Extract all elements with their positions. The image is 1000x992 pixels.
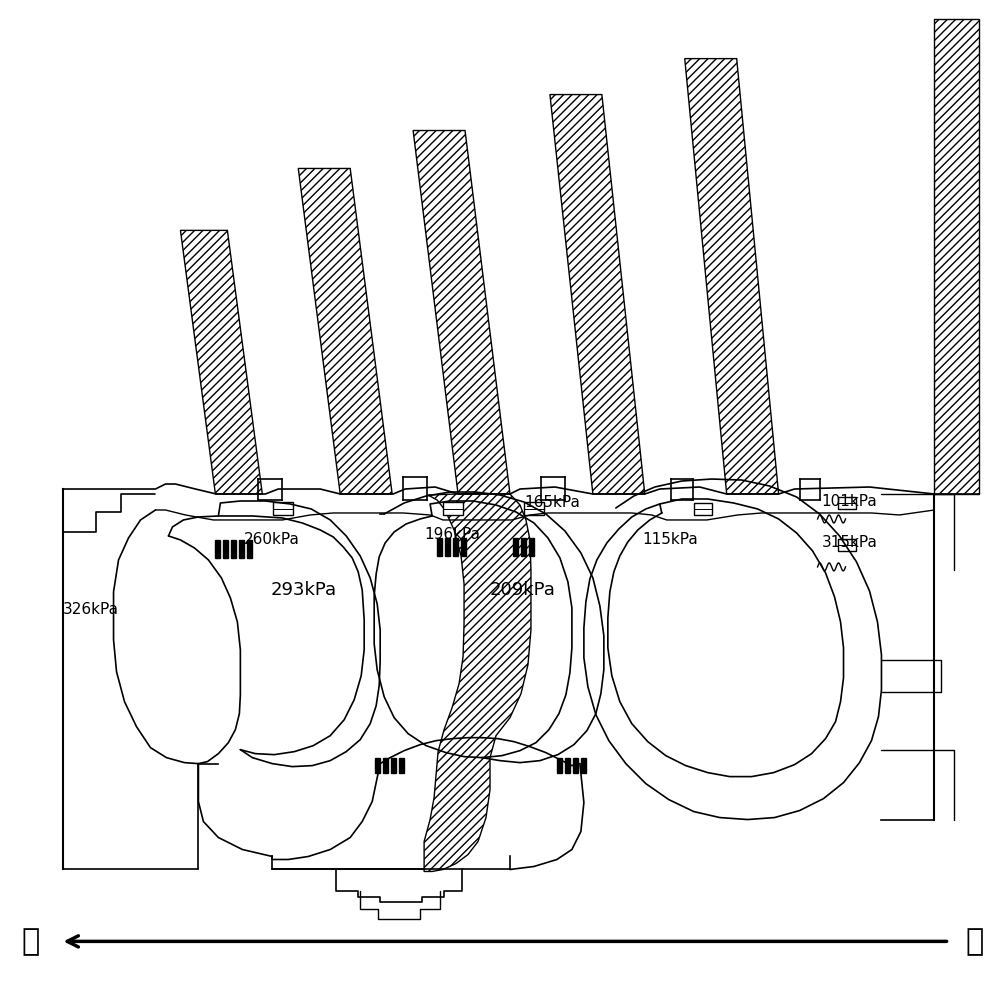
Bar [557, 758, 562, 773]
Text: 315kPa: 315kPa [822, 536, 877, 551]
Bar [461, 538, 466, 556]
Text: 326kPa: 326kPa [63, 602, 119, 617]
Bar [838, 539, 856, 551]
Bar [513, 538, 518, 556]
Text: 293kPa: 293kPa [270, 581, 336, 599]
Text: 后: 后 [965, 927, 983, 956]
Text: 165kPa: 165kPa [524, 495, 580, 511]
Polygon shape [413, 131, 510, 494]
Text: 前: 前 [22, 927, 40, 956]
Bar [581, 758, 586, 773]
Bar [445, 538, 450, 556]
Bar [223, 540, 228, 558]
Polygon shape [934, 19, 979, 494]
Bar [443, 503, 463, 516]
Bar [453, 538, 458, 556]
Polygon shape [424, 494, 531, 872]
Text: 101kPa: 101kPa [822, 494, 877, 510]
Bar [529, 538, 534, 556]
Bar [239, 540, 244, 558]
Bar [273, 503, 293, 516]
Bar [375, 758, 380, 773]
Bar [573, 758, 578, 773]
Bar [215, 540, 220, 558]
Bar [694, 503, 712, 515]
Polygon shape [685, 59, 779, 494]
Bar [399, 758, 404, 773]
Bar [383, 758, 388, 773]
Bar [247, 540, 252, 558]
Bar [437, 538, 442, 556]
Bar [231, 540, 236, 558]
Polygon shape [298, 169, 392, 494]
Text: 209kPa: 209kPa [490, 581, 556, 599]
Text: 196kPa: 196kPa [424, 528, 480, 543]
Text: 115kPa: 115kPa [643, 533, 699, 548]
Text: 260kPa: 260kPa [244, 533, 300, 548]
Bar [524, 503, 544, 516]
Bar [565, 758, 570, 773]
Bar [838, 497, 856, 509]
Bar [521, 538, 526, 556]
Polygon shape [180, 230, 262, 494]
Polygon shape [550, 94, 645, 494]
Bar [391, 758, 396, 773]
